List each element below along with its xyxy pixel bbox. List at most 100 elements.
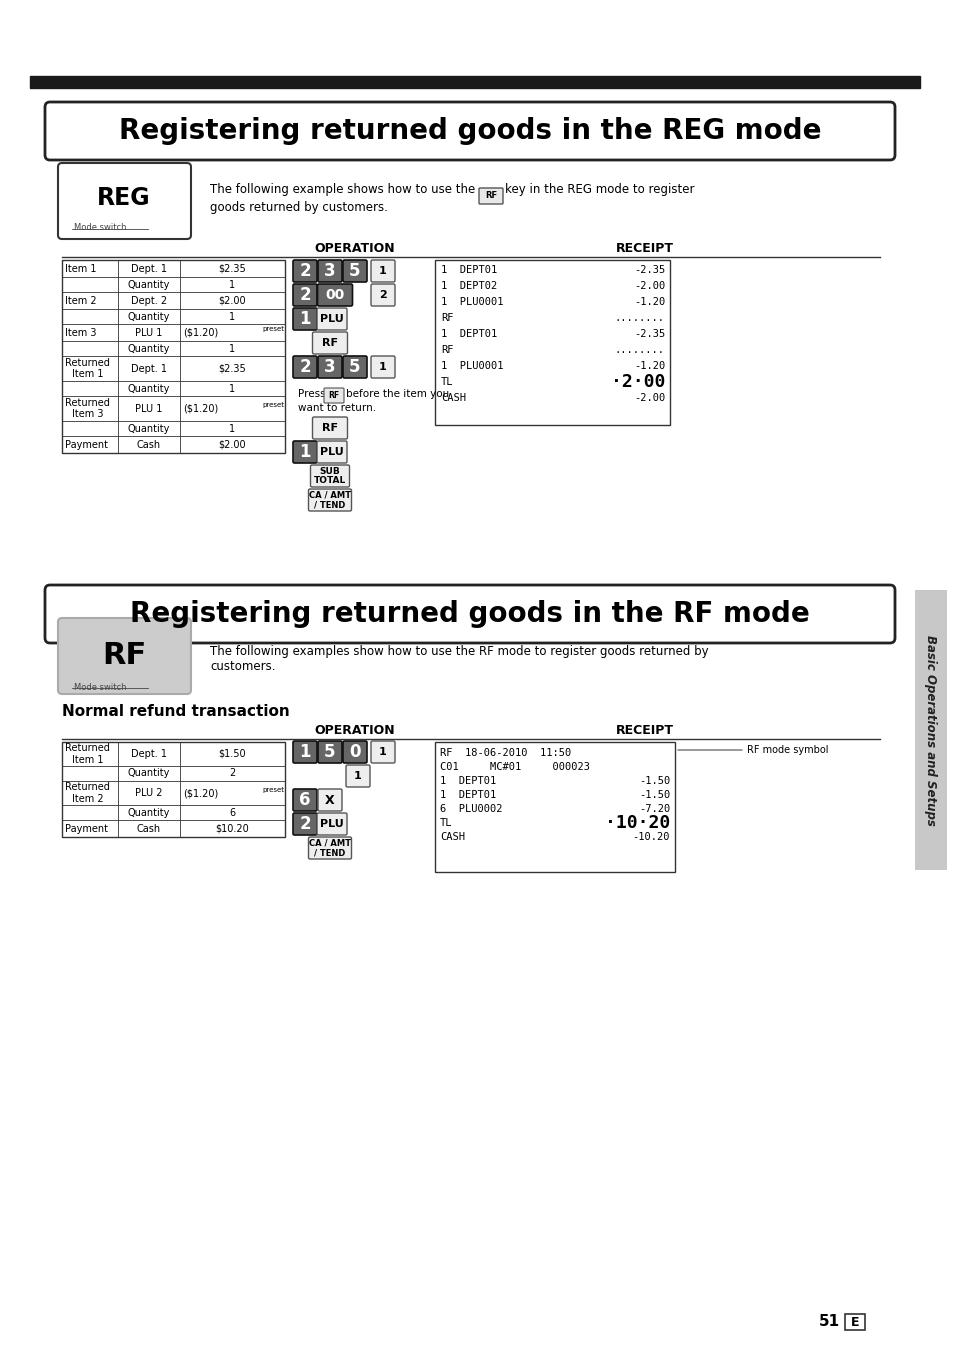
Text: C01     MC#01     000023: C01 MC#01 000023 xyxy=(439,761,589,772)
Text: 2: 2 xyxy=(299,815,311,833)
Text: 1  DEPT02: 1 DEPT02 xyxy=(440,281,497,292)
Text: Quantity: Quantity xyxy=(128,807,170,818)
Text: PLU: PLU xyxy=(320,819,343,829)
Text: Returned
Item 2: Returned Item 2 xyxy=(65,782,110,803)
FancyBboxPatch shape xyxy=(324,387,344,404)
Text: -1.20: -1.20 xyxy=(633,297,664,306)
Text: Returned
Item 3: Returned Item 3 xyxy=(65,398,110,420)
Text: Cash: Cash xyxy=(137,824,161,833)
Text: customers.: customers. xyxy=(210,660,275,674)
Text: PLU: PLU xyxy=(320,447,343,458)
Text: CA / AMT
/ TEND: CA / AMT / TEND xyxy=(309,838,351,857)
Text: 1: 1 xyxy=(230,343,235,354)
Bar xyxy=(62,261,285,454)
Text: 1: 1 xyxy=(378,266,387,275)
Text: OPERATION: OPERATION xyxy=(314,242,395,255)
FancyBboxPatch shape xyxy=(478,188,502,204)
Text: CASH: CASH xyxy=(439,832,464,842)
Text: $10.20: $10.20 xyxy=(215,824,249,833)
Text: REG: REG xyxy=(97,186,151,211)
Text: goods returned by customers.: goods returned by customers. xyxy=(210,201,388,213)
Text: 6: 6 xyxy=(230,807,235,818)
Text: 1  DEPT01: 1 DEPT01 xyxy=(440,329,497,339)
Text: Press: Press xyxy=(297,389,325,400)
FancyBboxPatch shape xyxy=(308,837,351,859)
Text: PLU 1: PLU 1 xyxy=(135,404,163,413)
FancyBboxPatch shape xyxy=(371,261,395,282)
Text: Dept. 2: Dept. 2 xyxy=(131,296,167,305)
FancyBboxPatch shape xyxy=(371,741,395,763)
Text: Quantity: Quantity xyxy=(128,343,170,354)
Text: RF mode symbol: RF mode symbol xyxy=(746,745,827,755)
Text: 1: 1 xyxy=(378,362,387,373)
FancyBboxPatch shape xyxy=(45,103,894,161)
Text: CA / AMT
/ TEND: CA / AMT / TEND xyxy=(309,490,351,509)
Text: before the item you: before the item you xyxy=(346,389,449,400)
Text: 5: 5 xyxy=(349,262,360,279)
FancyBboxPatch shape xyxy=(317,261,341,282)
FancyBboxPatch shape xyxy=(45,585,894,643)
Text: Dept. 1: Dept. 1 xyxy=(131,363,167,374)
Text: Item 3: Item 3 xyxy=(65,328,96,338)
Text: ($1.20): ($1.20) xyxy=(183,788,218,798)
Text: RF  18-06-2010  11:50: RF 18-06-2010 11:50 xyxy=(439,748,571,757)
Text: 1  PLU0001: 1 PLU0001 xyxy=(440,297,503,306)
FancyBboxPatch shape xyxy=(317,284,352,306)
Text: Quantity: Quantity xyxy=(128,383,170,393)
Text: -10.20: -10.20 xyxy=(632,832,669,842)
Text: Item 2: Item 2 xyxy=(65,296,96,305)
Text: Returned
Item 1: Returned Item 1 xyxy=(65,358,110,379)
Text: RF: RF xyxy=(440,346,453,355)
Bar xyxy=(30,76,919,88)
Text: RF: RF xyxy=(322,423,337,433)
FancyBboxPatch shape xyxy=(293,308,316,329)
FancyBboxPatch shape xyxy=(316,308,347,329)
Text: Basic Operations and Setups: Basic Operations and Setups xyxy=(923,634,937,825)
Text: Quantity: Quantity xyxy=(128,768,170,779)
Text: preset: preset xyxy=(262,327,284,332)
Text: -2.35: -2.35 xyxy=(633,329,664,339)
FancyBboxPatch shape xyxy=(293,441,316,463)
Text: Dept. 1: Dept. 1 xyxy=(131,749,167,759)
Text: $2.00: $2.00 xyxy=(218,440,246,450)
Text: key in the REG mode to register: key in the REG mode to register xyxy=(504,184,694,197)
FancyBboxPatch shape xyxy=(293,741,316,763)
Text: -1.50: -1.50 xyxy=(639,790,669,801)
FancyBboxPatch shape xyxy=(313,332,347,354)
Text: -2.00: -2.00 xyxy=(633,281,664,292)
Text: PLU 1: PLU 1 xyxy=(135,328,163,338)
Text: RECEIPT: RECEIPT xyxy=(616,724,673,737)
FancyBboxPatch shape xyxy=(346,765,370,787)
Text: Quantity: Quantity xyxy=(128,312,170,321)
Bar xyxy=(844,1314,864,1330)
Text: $2.00: $2.00 xyxy=(218,296,246,305)
Text: 2: 2 xyxy=(299,358,311,377)
Text: X: X xyxy=(325,794,335,806)
Bar xyxy=(435,743,675,872)
Text: -2.35: -2.35 xyxy=(633,265,664,275)
Text: Registering returned goods in the REG mode: Registering returned goods in the REG mo… xyxy=(118,117,821,144)
Bar xyxy=(62,743,285,837)
Text: Normal refund transaction: Normal refund transaction xyxy=(62,705,290,720)
Text: RF: RF xyxy=(328,390,339,400)
Text: ($1.20): ($1.20) xyxy=(183,404,218,413)
Text: E: E xyxy=(850,1315,859,1328)
Text: SUB
TOTAL: SUB TOTAL xyxy=(314,467,346,486)
Text: The following example shows how to use the: The following example shows how to use t… xyxy=(210,184,475,197)
Text: 2: 2 xyxy=(378,290,387,300)
Text: ........: ........ xyxy=(615,313,664,323)
FancyBboxPatch shape xyxy=(58,618,191,694)
Text: RF: RF xyxy=(322,338,337,348)
FancyBboxPatch shape xyxy=(317,741,341,763)
Text: PLU: PLU xyxy=(320,315,343,324)
FancyBboxPatch shape xyxy=(293,813,316,836)
FancyBboxPatch shape xyxy=(293,284,316,306)
Text: RF: RF xyxy=(102,641,146,671)
Text: $2.35: $2.35 xyxy=(218,363,246,374)
FancyBboxPatch shape xyxy=(343,741,367,763)
Text: RF: RF xyxy=(484,192,497,201)
Text: 51: 51 xyxy=(818,1315,840,1330)
Text: 1: 1 xyxy=(354,771,361,782)
Text: ($1.20): ($1.20) xyxy=(183,328,218,338)
Text: Cash: Cash xyxy=(137,440,161,450)
